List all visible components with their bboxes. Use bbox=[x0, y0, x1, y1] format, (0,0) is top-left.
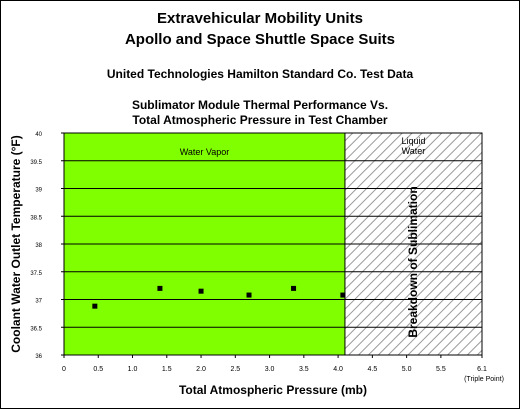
y-tick-label: 36.5 bbox=[30, 326, 42, 332]
x-tick-label: 5.0 bbox=[402, 366, 412, 373]
chart-title-line-2: Apollo and Space Shuttle Space Suits bbox=[124, 31, 396, 48]
x-tick-label: 6.1 bbox=[477, 366, 487, 373]
data-point bbox=[291, 285, 297, 291]
y-tick-label: 40 bbox=[35, 132, 42, 138]
data-points bbox=[92, 285, 346, 309]
y-tick-label: 39 bbox=[35, 188, 42, 194]
chart-subtitle-line-2: Sublimator Module Thermal Performance Vs… bbox=[131, 98, 389, 112]
region-label-water-vapor: Water Vapor bbox=[180, 147, 230, 157]
data-point bbox=[340, 292, 346, 298]
data-point bbox=[198, 288, 204, 294]
data-point bbox=[246, 292, 252, 298]
y-tick-label: 38 bbox=[35, 243, 42, 249]
y-axis-ticks: 36 36.5 37 37.5 38 38.5 39 39.5 40 bbox=[30, 132, 64, 360]
x-tick-label: 0.5 bbox=[93, 366, 103, 373]
x-tick-label: 3.0 bbox=[265, 366, 275, 373]
x-tick-label: 1.5 bbox=[162, 366, 172, 373]
x-tick-label: 5.5 bbox=[436, 366, 446, 373]
y-tick-label: 39.5 bbox=[30, 160, 42, 166]
region-label-liquid-water: Liquid Water bbox=[401, 136, 425, 156]
gridlines bbox=[64, 132, 482, 356]
x-tick-label: 4.0 bbox=[333, 366, 343, 373]
x-tick-label: 2.0 bbox=[196, 366, 206, 373]
chart-subtitle-line-3: Total Atmospheric Pressure in Test Chamb… bbox=[132, 113, 388, 127]
x-tick-label: 0 bbox=[62, 366, 66, 373]
x-tick-label: 3.5 bbox=[299, 366, 309, 373]
y-tick-label: 36 bbox=[35, 354, 42, 360]
x-tick-label: 1.0 bbox=[128, 366, 138, 373]
y-tick-label: 37.5 bbox=[30, 271, 42, 277]
x-axis-label: Total Atmospheric Pressure (mb) bbox=[179, 383, 367, 397]
y-tick-label: 38.5 bbox=[30, 215, 42, 221]
y-tick-label: 37 bbox=[35, 299, 42, 305]
chart-title: Extravehicular Mobility Units bbox=[157, 10, 363, 27]
y-axis-label: Coolant Water Outlet Temperature (°F) bbox=[9, 135, 23, 352]
data-point bbox=[92, 303, 98, 309]
x-tick-label: 2.5 bbox=[230, 366, 240, 373]
x-tick-label: 4.5 bbox=[367, 366, 377, 373]
breakdown-annotation: Breakdown of Sublimation bbox=[406, 186, 420, 337]
x-tick-note-triple-point: (Triple Point) bbox=[464, 376, 504, 383]
x-axis-ticks: 0 0.5 1.0 1.5 2.0 2.5 3.0 3.5 4.0 4.5 5.0 5.5 6.1 bbox=[62, 355, 487, 373]
chart-subtitle: United Technologies Hamilton Standard Co… bbox=[106, 67, 414, 81]
data-point bbox=[157, 285, 163, 291]
